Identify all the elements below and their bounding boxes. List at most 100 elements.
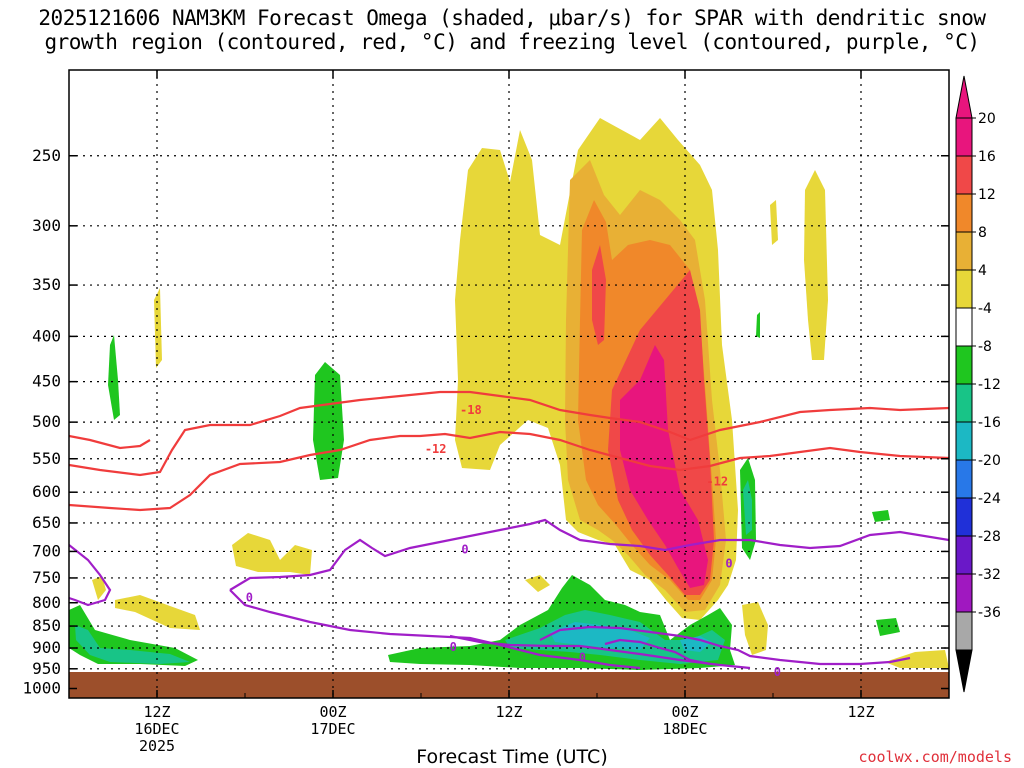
colorbar-swatch [955,535,973,575]
y-tick-label: 800 [32,593,61,612]
omega-region-neg4 [756,312,760,338]
colorbar-swatch [955,193,973,233]
contour-label: -12 [425,442,447,456]
omega-region-4 [804,170,828,360]
colorbar-label: 16 [978,149,996,165]
x-tick-label: 18DEC [662,720,707,738]
x-tick-label: 00Z [671,703,698,721]
colorbar: 20 16 12 8 4 -4 -8 -12 -16 -20 -24 -28 -32 -36 [955,75,1001,693]
credit-link[interactable]: coolwx.com/models [858,748,1012,766]
colorbar-label: -16 [978,415,1001,431]
dgz-contours [69,390,949,512]
contour-freezing-loop [539,625,911,666]
contour-label: 0 [461,543,468,557]
colorbar-label: 8 [978,225,987,241]
y-tick-label: 600 [32,482,61,501]
y-tick-label: 900 [32,638,61,657]
freezing-contours [69,518,949,670]
contour-label: 0 [579,650,586,664]
colorbar-swatch [955,459,973,499]
y-tick-label: 750 [32,568,61,587]
colorbar-swatch [955,345,973,385]
colorbar-label: -28 [978,529,1001,545]
x-tick-label: 12Z [143,703,170,721]
y-tick-label: 650 [32,513,61,532]
omega-region-20 [620,345,708,588]
contour-label: 0 [450,640,457,654]
omega-region-neg4 [876,618,900,636]
omega-shading [69,118,949,670]
title-line-1: 2025121606 NAM3KM Forecast Omega (shaded… [38,6,986,30]
omega-region-4 [154,288,162,368]
omega-region-16 [592,245,606,345]
colorbar-top-arrow [955,75,973,119]
colorbar-label: -20 [978,453,1001,469]
omega-region-neg12 [680,636,712,652]
colorbar-label: 4 [978,263,987,279]
y-tick-label: 250 [32,146,61,165]
colorbar-swatch [955,497,973,537]
colorbar-swatch [955,307,973,347]
contour-freezing-small [604,638,711,666]
contour-label: 0 [725,556,732,570]
contour-freezing-upper [229,518,949,591]
omega-region-neg8 [75,625,190,664]
y-axis: 250 300 350 400 450 500 550 600 650 700 750 800 850 9… [22,146,949,698]
colorbar-label: -8 [978,339,992,355]
x-tick-label: 16DEC [134,720,179,738]
x-tick-label: 2025 [139,737,175,755]
omega-region-4 [232,533,312,575]
omega-region-neg8 [743,480,752,535]
contour-minus18 [69,390,949,477]
colorbar-swatch [955,231,973,271]
x-tick-label: 17DEC [310,720,355,738]
contour-label: 0 [774,665,781,679]
x-tick-label: 00Z [319,703,346,721]
colorbar-swatch [955,117,973,157]
omega-region-neg4 [108,335,120,420]
contour-freezing-lower [229,589,641,670]
colorbar-label: -32 [978,567,1001,583]
colorbar-label: -36 [978,605,1001,621]
omega-region-neg4 [313,362,344,480]
x-tick-label: 12Z [495,703,522,721]
omega-region-4 [742,602,768,655]
y-tick-label: 450 [32,372,61,391]
x-axis-label: Forecast Time (UTC) [416,746,608,768]
colorbar-label: -24 [978,491,1001,507]
contour-freezing-left [69,544,112,607]
colorbar-swatch [955,421,973,461]
y-tick-label: 350 [32,275,61,294]
omega-region-4 [115,595,200,630]
omega-region-4 [885,650,949,668]
colorbar-swatch [955,269,973,309]
y-tick-label: 300 [32,216,61,235]
chart-title: 2025121606 NAM3KM Forecast Omega (shaded… [0,6,1024,54]
colorbar-label: 20 [978,111,996,127]
colorbar-label: -12 [978,377,1001,393]
colorbar-swatch [955,383,973,423]
omega-region-neg4 [872,510,890,522]
omega-region-4 [770,200,778,245]
omega-region-4 [92,576,106,600]
y-tick-label: 550 [32,449,61,468]
title-line-2: growth region (contoured, red, °C) and f… [44,30,980,54]
colorbar-bottom-arrow [955,649,973,693]
contour-minus12 [69,430,949,512]
y-tick-label: 950 [32,659,61,678]
y-tick-label: 700 [32,541,61,560]
contour-labels: -18 -12 -12 0 0 0 0 0 0 [246,403,781,679]
colorbar-label: -4 [978,301,992,317]
colorbar-swatch [955,611,973,651]
omega-region-4 [525,575,550,592]
x-tick-label: 12Z [847,703,874,721]
contour-label: 0 [246,590,253,604]
contour-minus12-left [69,434,151,450]
colorbar-label: 12 [978,187,996,203]
y-tick-label: 850 [32,616,61,635]
colorbar-swatch [955,573,973,613]
y-tick-label: 1000 [22,679,61,698]
colorbar-swatch [955,155,973,195]
